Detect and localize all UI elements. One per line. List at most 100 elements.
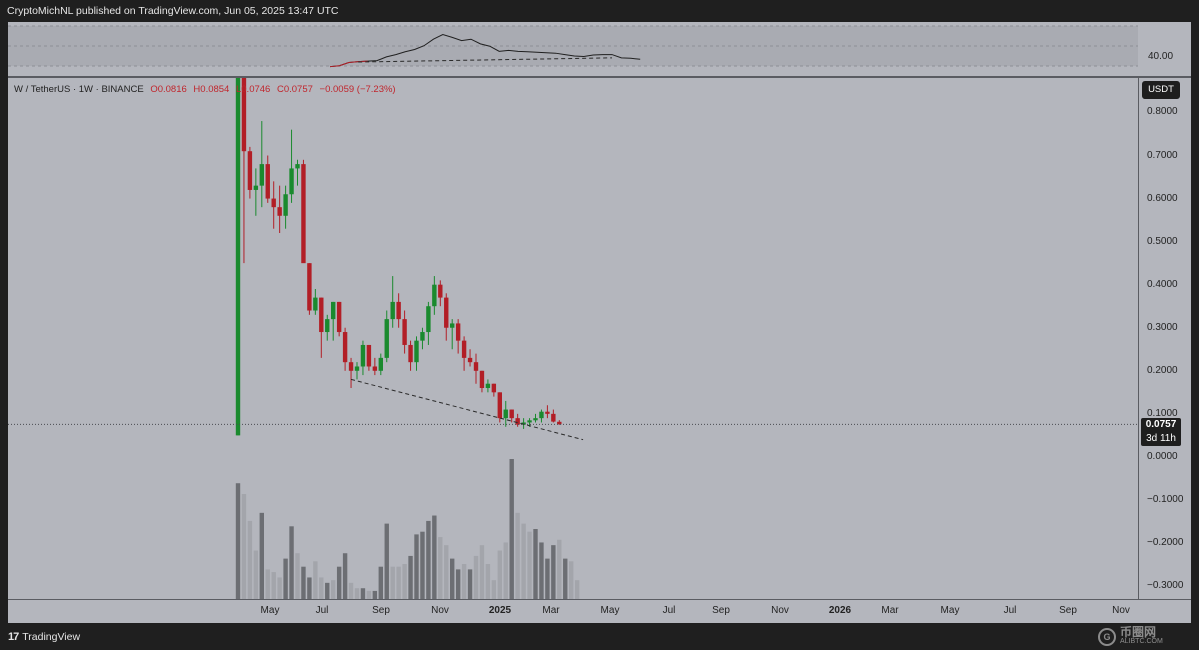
candle (384, 310, 389, 363)
symbol-legend[interactable]: W / TetherUS · 1W · BINANCE O0.0816 H0.0… (14, 84, 396, 95)
price-axis-tick: 0.4000 (1147, 278, 1178, 290)
volume-bar (539, 542, 544, 599)
legend-change: −0.0059 (−7.23%) (319, 84, 396, 95)
candle (295, 159, 300, 186)
volume-bar (402, 564, 407, 599)
volume-bar (545, 558, 550, 599)
publisher-text: CryptoMichNL published on TradingView.co… (7, 5, 339, 17)
currency-button[interactable]: USDT (1142, 81, 1180, 99)
volume-bar (325, 582, 330, 599)
candle (277, 185, 282, 234)
candle (360, 340, 366, 376)
candle (467, 349, 473, 367)
volume-bar (241, 494, 247, 599)
candle (432, 276, 437, 315)
volume-bar (491, 580, 497, 599)
time-axis[interactable]: May Jul Sep Nov 2025 Mar May Jul Sep Nov 2026 Mar Ma… (8, 599, 1191, 623)
price-axis-tick: 0.1000 (1147, 407, 1178, 419)
rsi-pane[interactable] (8, 22, 1138, 76)
volume-bar (265, 569, 270, 599)
volume-bar (497, 550, 502, 599)
price-axis-tick: −0.2000 (1147, 537, 1184, 549)
candle (420, 327, 425, 350)
candle (414, 336, 419, 371)
time-axis-tick: 2026 (828, 605, 852, 616)
volume-bar (450, 558, 455, 599)
candle (336, 301, 342, 337)
candle (247, 146, 253, 199)
time-axis-tick: Sep (712, 605, 730, 616)
candle (450, 319, 455, 350)
volume-bar (455, 569, 461, 599)
candle (497, 392, 502, 423)
tradingview-logo[interactable]: 17 TradingView (8, 630, 80, 644)
time-axis-tick: Mar (542, 605, 560, 616)
time-axis-tick: 2025 (488, 605, 512, 616)
volume-bar (485, 564, 491, 599)
volume-bar (384, 523, 389, 599)
time-axis-tick: Nov (431, 605, 449, 616)
volume-bar (569, 561, 574, 599)
time-axis-tick: Jul (1003, 605, 1017, 616)
volume-bar (533, 529, 538, 599)
legend-high: H0.0854 (193, 84, 230, 95)
volume-bar (259, 512, 264, 599)
candle (307, 263, 312, 315)
volume-bar (515, 512, 520, 599)
volume-bar (336, 566, 342, 599)
volume-bar (360, 588, 366, 599)
volume-bar (295, 553, 300, 599)
price-axis[interactable]: 0.8000 0.7000 0.6000 0.5000 0.4000 0.3000 0.20… (1138, 78, 1191, 599)
price-axis-tick: 0.2000 (1147, 364, 1178, 376)
volume-bar (563, 558, 568, 599)
time-axis-tick: Jul (315, 605, 329, 616)
legend-open: O0.0816 (150, 84, 187, 95)
candle (479, 370, 485, 393)
price-axis-tick: 0.6000 (1147, 192, 1178, 204)
time-axis-tick: May (260, 605, 280, 616)
price-axis-tick: 0.0000 (1147, 450, 1178, 462)
legend-close: C0.0757 (276, 84, 313, 95)
candle (396, 293, 401, 328)
volume-bar (348, 582, 354, 599)
watermark-text: 币圈网 (1120, 625, 1157, 639)
candle (331, 301, 336, 341)
volume-bar (467, 569, 473, 599)
price-pane[interactable] (8, 78, 1138, 599)
candle (265, 155, 270, 203)
candle (348, 357, 354, 389)
time-axis-tick: May (940, 605, 960, 616)
candle (426, 301, 431, 345)
volume-bar (342, 553, 348, 599)
time-axis-tick: Nov (1112, 605, 1130, 616)
candle (408, 340, 413, 371)
pane-separator[interactable] (8, 76, 1191, 78)
support-trendline[interactable] (350, 378, 584, 441)
rsi-trendline[interactable] (358, 57, 613, 63)
candle (313, 288, 318, 315)
candle (253, 168, 259, 216)
rsi-axis: 40.00 (1138, 22, 1191, 76)
volume-bar (378, 566, 383, 599)
candle (473, 353, 479, 384)
candle (319, 297, 324, 358)
volume-bar (551, 545, 556, 599)
candle (557, 420, 562, 425)
candle (289, 129, 294, 203)
rsi-line (329, 34, 641, 68)
candle (521, 418, 526, 429)
candle (551, 409, 556, 423)
volume-bar (503, 542, 508, 599)
volume-bar (509, 459, 514, 599)
candle (545, 405, 550, 419)
candle (402, 310, 407, 354)
candle (485, 379, 491, 393)
rsi-axis-tick: 40.00 (1148, 51, 1174, 62)
tradingview-logo-icon: 17 (8, 631, 19, 643)
volume-bar (420, 531, 425, 599)
price-axis-tick: 0.5000 (1147, 235, 1178, 247)
time-axis-tick: Sep (1059, 605, 1077, 616)
volume-bar (319, 577, 324, 599)
volume-bar (408, 555, 413, 599)
